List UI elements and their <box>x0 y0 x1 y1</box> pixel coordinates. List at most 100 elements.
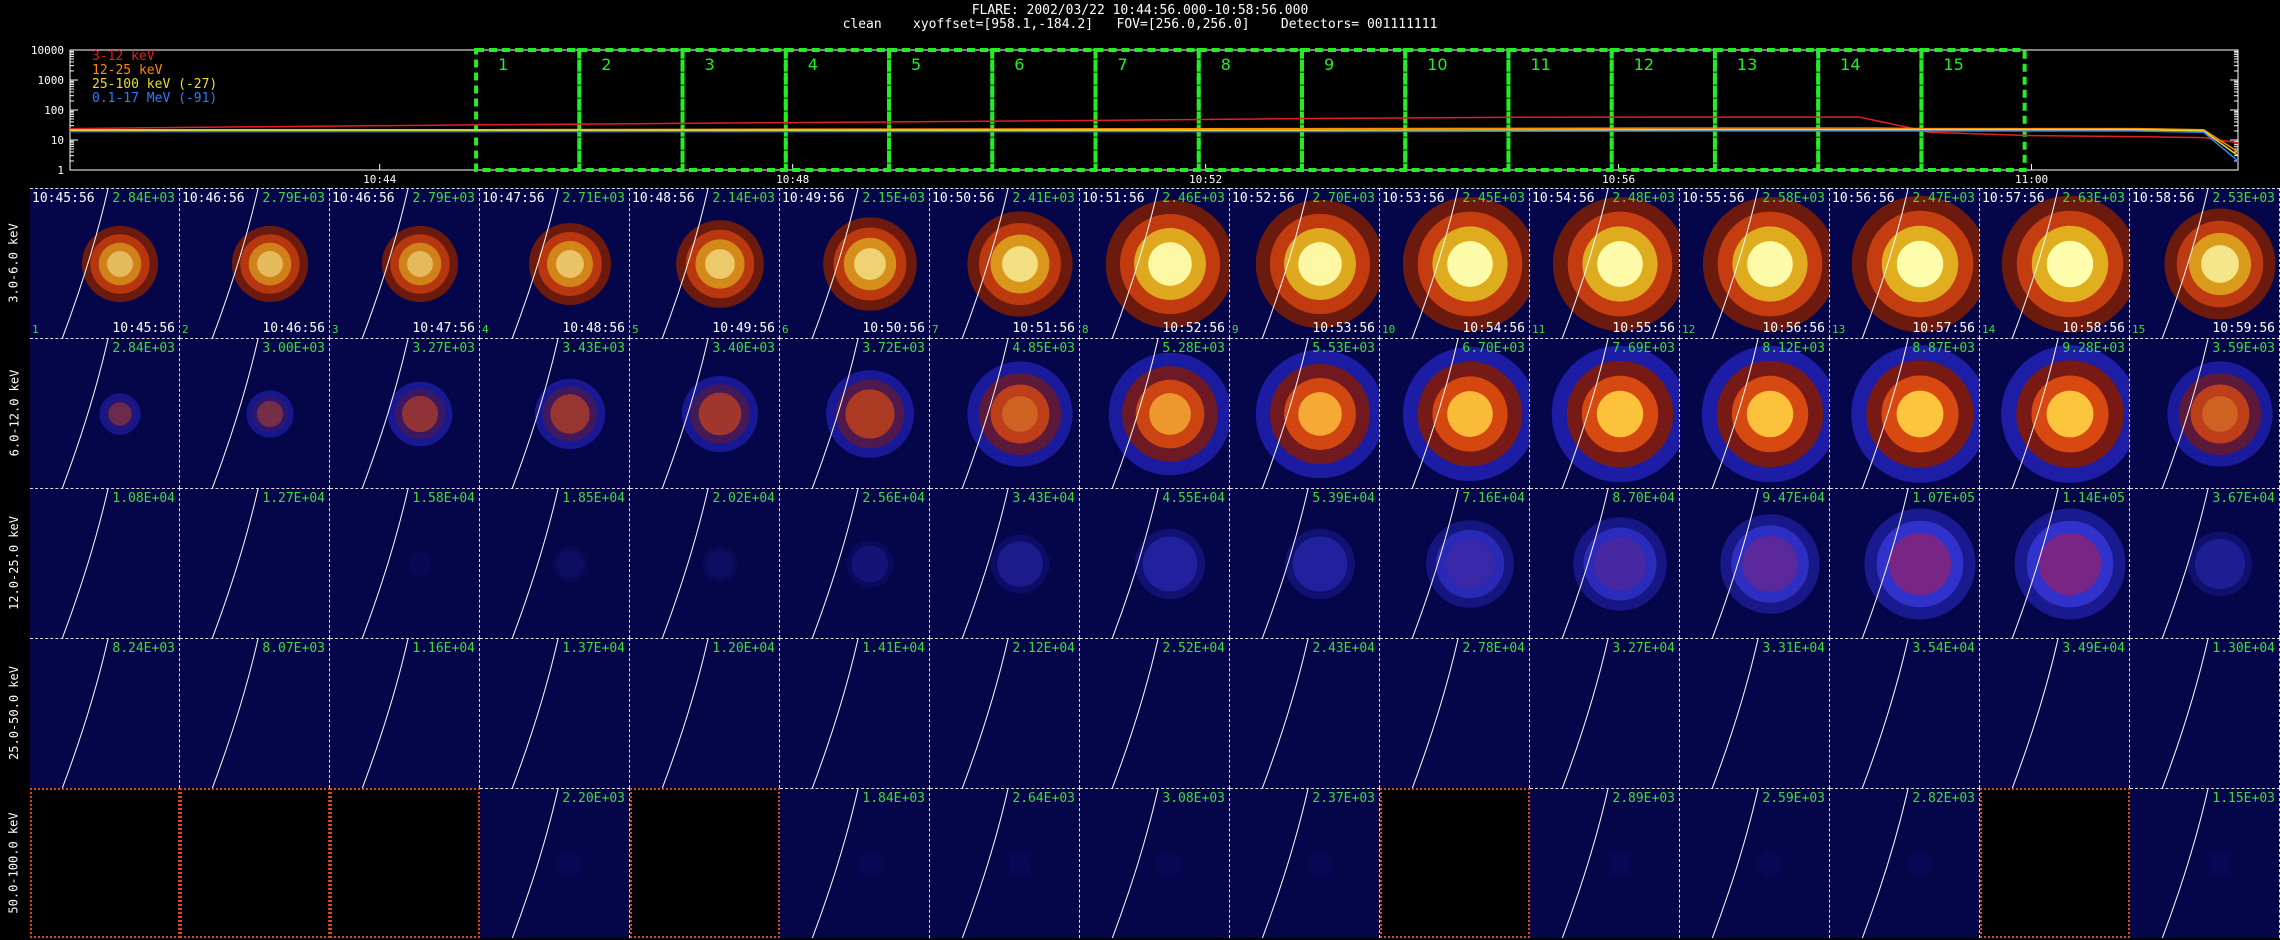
emission-blob <box>1908 852 1932 876</box>
solar-limb <box>1861 489 1909 638</box>
interval-start-time: 10:48:56 <box>632 191 695 206</box>
emission-blob <box>1134 528 1206 600</box>
y-tick-label: 1 <box>57 164 64 177</box>
peak-value: 3.49E+04 <box>2062 641 2125 656</box>
peak-value: 8.87E+03 <box>1912 341 1975 356</box>
emission-blob <box>408 552 432 576</box>
interval-number: 1 <box>498 55 508 74</box>
solar-limb <box>1261 489 1309 638</box>
image-cell: 3.08E+03 <box>1080 788 1230 938</box>
solar-limb <box>1711 339 1759 488</box>
source-image <box>1111 489 1206 638</box>
interval-start-time: 10:56:56 <box>1832 191 1895 206</box>
peak-value: 2.59E+03 <box>1762 791 1825 806</box>
solar-limb <box>1411 189 1459 338</box>
image-cell <box>630 788 780 938</box>
peak-value: 2.41E+03 <box>1012 191 1075 206</box>
emission-blob <box>2046 240 2094 288</box>
emission-blob <box>855 849 885 879</box>
peak-value: 1.85E+04 <box>562 491 625 506</box>
interval-index: 5 <box>632 323 639 336</box>
solar-limb <box>1411 339 1459 488</box>
peak-value: 7.16E+04 <box>1462 491 1525 506</box>
source-image <box>661 639 709 788</box>
energy-band-label: 50.0-100.0 keV <box>0 788 28 938</box>
interval-end-time: 10:49:56 <box>712 321 775 336</box>
image-cell: 3.40E+03 <box>630 338 780 488</box>
image-cell: 2.89E+03 <box>1530 788 1680 938</box>
image-cell: 2.12E+04 <box>930 638 1080 788</box>
flare-title: FLARE: 2002/03/22 10:44:56.000-10:58:56.… <box>971 3 1309 18</box>
image-cell: 9.47E+04 <box>1680 488 1830 638</box>
peak-value: 3.43E+04 <box>1012 491 1075 506</box>
emission-blob <box>1142 536 1198 592</box>
peak-value: 2.43E+04 <box>1312 641 1375 656</box>
image-cell: 1.07E+05 <box>1830 488 1980 638</box>
solar-limb <box>1561 339 1609 488</box>
image-cell: 3.43E+04 <box>930 488 1080 638</box>
emission-blob <box>98 242 142 286</box>
legend-entry: 3-12 keV <box>92 49 155 64</box>
plot-frame <box>69 49 2239 171</box>
clean-parameters: clean xyoffset=[958.1,-184.2] FOV=[256.0… <box>842 17 1438 32</box>
emission-blob <box>997 541 1043 587</box>
energy-band-text: 12.0-25.0 keV <box>7 516 22 610</box>
peak-value: 1.20E+04 <box>712 641 775 656</box>
interval-number: 12 <box>1634 55 1654 74</box>
image-cell: 2.45E+03 10:53:56 10:54:56 10 <box>1380 188 1530 338</box>
image-cell: 5.28E+03 <box>1080 338 1230 488</box>
interval-number: 14 <box>1840 55 1860 74</box>
source-image <box>211 189 309 338</box>
peak-value: 2.45E+03 <box>1462 191 1525 206</box>
image-cell: 2.56E+04 <box>780 488 930 638</box>
image-cell <box>1380 788 1530 938</box>
lightcurve-chart: 1 10 100 1000 10000 10:44 10:48 10:52 10:56 11:00… <box>31 44 2239 186</box>
solar-limb <box>661 639 709 788</box>
interval-number: 11 <box>1530 55 1550 74</box>
energy-band-label: 12.0-25.0 keV <box>0 488 28 638</box>
source-image <box>1861 639 1909 788</box>
emission-blob <box>1445 539 1495 589</box>
interval-end-time: 10:52:56 <box>1162 321 1225 336</box>
image-cell <box>1980 788 2130 938</box>
source-image <box>1255 189 1379 338</box>
time-interval-box <box>1816 48 1924 172</box>
interval-start-time: 10:53:56 <box>1382 191 1445 206</box>
emission-blob <box>1596 390 1644 438</box>
solar-limb <box>2161 639 2209 788</box>
interval-end-time: 10:59:56 <box>2212 321 2275 336</box>
time-interval-box <box>474 48 582 172</box>
peak-value: 1.27E+04 <box>262 491 325 506</box>
interval-end-time: 10:53:56 <box>1312 321 1375 336</box>
emission-blob <box>1746 390 1794 438</box>
image-cell: 2.63E+03 10:57:56 10:58:56 14 <box>1980 188 2130 338</box>
peak-value: 2.84E+03 <box>112 191 175 206</box>
emission-blob <box>2202 396 2238 432</box>
emission-blob <box>854 248 886 280</box>
solar-limb <box>961 339 1009 488</box>
source-image <box>1105 189 1229 338</box>
source-image <box>1561 639 1609 788</box>
peak-value: 8.24E+03 <box>112 641 175 656</box>
interval-start-time: 10:54:56 <box>1532 191 1595 206</box>
time-interval-box <box>1609 48 1717 172</box>
x-tick-label: 10:56 <box>1602 173 1635 186</box>
emission-blob <box>1731 525 1809 603</box>
solar-limb <box>361 339 409 488</box>
energy-band-text: 50.0-100.0 keV <box>7 812 21 914</box>
series-line <box>70 127 2239 153</box>
energy-band-label: 25.0-50.0 keV <box>0 638 28 788</box>
image-cell: 6.70E+03 <box>1380 338 1530 488</box>
time-interval-box <box>680 48 788 172</box>
source-image <box>2001 339 2129 488</box>
interval-start-time: 10:50:56 <box>932 191 995 206</box>
source-image <box>1111 639 1159 788</box>
source-image <box>511 339 606 488</box>
source-image <box>2161 339 2273 488</box>
solar-limb <box>1861 639 1909 788</box>
emission-blob <box>1747 241 1793 287</box>
emission-blob <box>407 251 433 277</box>
plot-header: FLARE: 2002/03/22 10:44:56.000-10:58:56.… <box>0 4 2280 32</box>
peak-value: 2.02E+04 <box>712 491 775 506</box>
source-image <box>2011 639 2059 788</box>
